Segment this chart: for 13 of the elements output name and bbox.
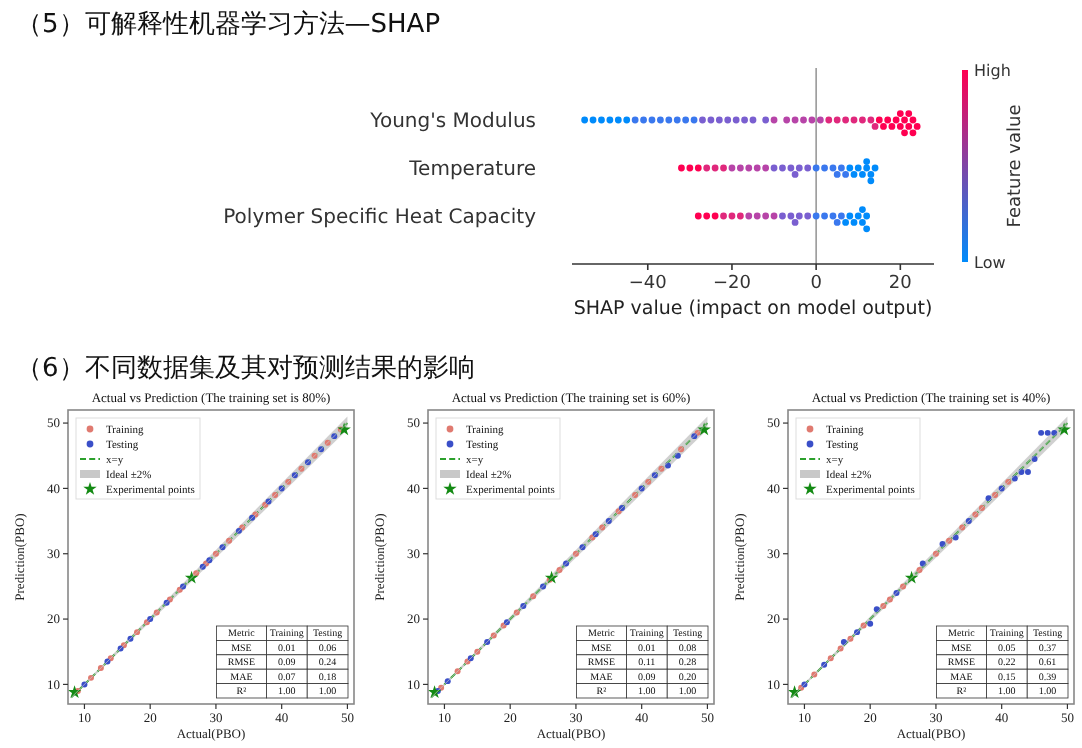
- y-tick-label: Temperature: [407, 159, 536, 181]
- text: （5）可解释性机器学习方法—SHAP: [16, 8, 441, 40]
- text: （6）不同数据集及其对预测结果的影响: [16, 354, 475, 384]
- x-tick-label: −20: [712, 274, 752, 294]
- text: High: [974, 62, 1011, 80]
- color-bar-title: Feature value: [1006, 103, 1026, 228]
- x-tick-label: −40: [628, 274, 668, 294]
- text: Low: [974, 254, 1007, 272]
- x-tick-label: 20: [888, 274, 913, 294]
- y-tick-label: Polymer Specific Heat Capacity: [223, 207, 537, 229]
- x-axis-title: SHAP value (impact on model output): [573, 298, 933, 320]
- x-tick-label: 0: [810, 274, 823, 294]
- y-tick-label: Young's Modulus: [368, 111, 536, 133]
